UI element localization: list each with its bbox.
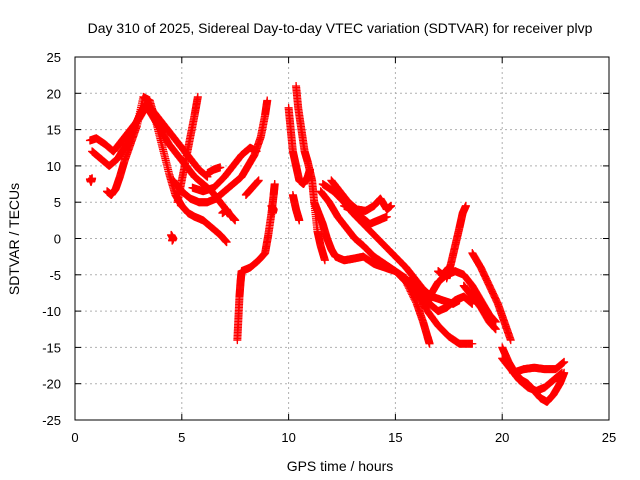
data-point bbox=[216, 163, 225, 172]
y-tick-label: -25 bbox=[42, 413, 61, 428]
y-tick-label: 10 bbox=[47, 159, 61, 174]
data-point bbox=[263, 96, 272, 105]
series-s13 bbox=[267, 201, 278, 218]
y-tick-label: 15 bbox=[47, 123, 61, 138]
data-point bbox=[425, 339, 434, 348]
data-point bbox=[320, 256, 329, 265]
data-point bbox=[193, 92, 202, 101]
data-point bbox=[270, 180, 279, 189]
series-s12 bbox=[233, 180, 279, 345]
x-tick-label: 25 bbox=[602, 430, 616, 445]
y-tick-label: -20 bbox=[42, 377, 61, 392]
axis-ticks: 0 5 10 15 20 25 -25 -20 -15 -10 -5 0 5 10 15 20 25 bbox=[42, 50, 616, 445]
data-point bbox=[168, 236, 177, 245]
data-point bbox=[468, 339, 477, 348]
data-points bbox=[85, 82, 569, 406]
plot-frame bbox=[74, 56, 610, 421]
series-s21 bbox=[340, 201, 391, 228]
data-point bbox=[222, 238, 231, 247]
data-point bbox=[88, 174, 97, 183]
data-point bbox=[231, 216, 240, 225]
data-point bbox=[387, 201, 396, 210]
y-tick-label: -5 bbox=[49, 268, 61, 283]
series-s8 bbox=[188, 143, 261, 196]
x-tick-label: 0 bbox=[71, 430, 78, 445]
y-tick-label: -15 bbox=[42, 340, 61, 355]
data-point bbox=[558, 368, 567, 377]
series-s5 bbox=[167, 230, 178, 245]
y-tick-label: 5 bbox=[54, 195, 61, 210]
data-point bbox=[491, 325, 500, 334]
y-axis-label: SDTVAR / TECUs bbox=[6, 183, 22, 295]
series-s16 bbox=[288, 190, 304, 225]
series-s10 bbox=[203, 163, 225, 178]
y-tick-label: 0 bbox=[54, 232, 61, 247]
series-s1 bbox=[85, 174, 97, 186]
y-tick-label: -10 bbox=[42, 304, 61, 319]
series-s25 bbox=[434, 263, 453, 279]
y-tick-label: 25 bbox=[47, 50, 61, 65]
chart-title: Day 310 of 2025, Sidereal Day-to-day VTE… bbox=[88, 20, 593, 36]
data-point bbox=[506, 336, 515, 345]
series-s11 bbox=[218, 205, 235, 221]
data-point bbox=[444, 263, 453, 272]
data-point bbox=[461, 201, 470, 210]
series-s6 bbox=[173, 92, 202, 207]
data-point bbox=[268, 209, 277, 218]
series-s18 bbox=[316, 187, 434, 348]
x-tick-label: 5 bbox=[178, 430, 185, 445]
data-point bbox=[560, 357, 569, 366]
series-s19 bbox=[318, 180, 464, 308]
series-s7 bbox=[169, 96, 272, 207]
data-point bbox=[226, 212, 235, 221]
data-point bbox=[252, 147, 261, 156]
series-s9 bbox=[241, 176, 263, 199]
series-s30 bbox=[508, 357, 569, 377]
series-s26 bbox=[468, 249, 515, 345]
data-point bbox=[254, 176, 263, 185]
data-point bbox=[295, 216, 304, 225]
data-point bbox=[382, 212, 391, 221]
x-tick-label: 20 bbox=[495, 430, 509, 445]
series-s29 bbox=[498, 354, 567, 395]
x-tick-label: 15 bbox=[388, 430, 402, 445]
series-s27 bbox=[459, 281, 500, 334]
y-tick-label: 20 bbox=[47, 86, 61, 101]
series-s15 bbox=[292, 82, 329, 265]
x-tick-label: 10 bbox=[281, 430, 295, 445]
x-axis-label: GPS time / hours bbox=[287, 458, 394, 474]
series-s4 bbox=[103, 92, 231, 247]
